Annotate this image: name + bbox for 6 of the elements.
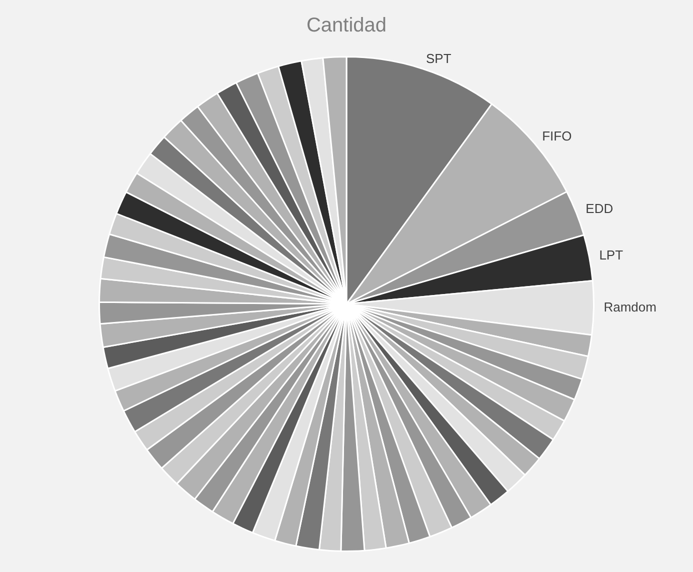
slice-label: Ramdom: [604, 300, 656, 315]
slice-label: LPT: [599, 247, 624, 262]
slice-label: FIFO: [542, 128, 572, 144]
slice-label: SPT: [426, 50, 452, 66]
chart-title: Cantidad: [306, 14, 387, 37]
slice-label: EDD: [586, 200, 614, 216]
